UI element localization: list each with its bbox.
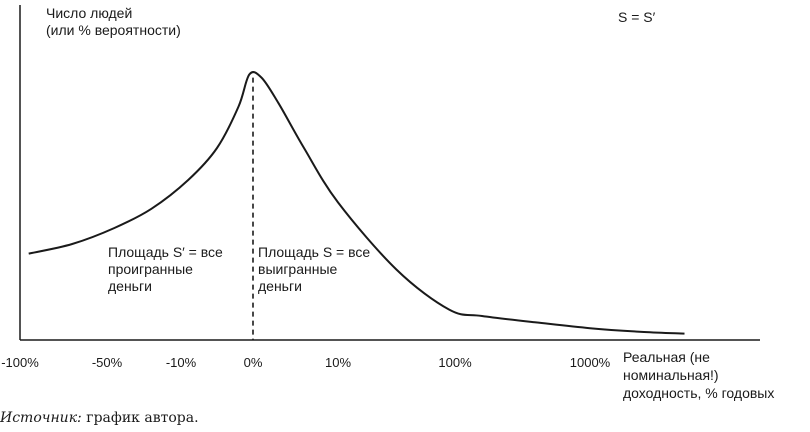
distribution-curve — [28, 71, 685, 335]
right-area-annotation: Площадь S = все выигранные деньги — [258, 244, 370, 295]
x-axis-label-line-3: доходность, % годовых — [623, 385, 775, 401]
left-annotation-line-2: проигранные — [108, 261, 193, 277]
right-annotation-line-3: деньги — [258, 278, 302, 294]
x-tick-label: 1000% — [569, 355, 611, 370]
y-axis-label-line-1: Число людей — [46, 5, 133, 21]
x-tick-label: -10% — [165, 355, 197, 370]
y-axis-label-line-2: (или % вероятности) — [46, 22, 181, 38]
right-annotation-line-2: выигранные — [258, 261, 338, 277]
left-annotation-line-1: Площадь S′ = все — [108, 244, 223, 260]
chart-canvas — [19, 5, 760, 341]
source-text: график автора. — [81, 410, 199, 426]
x-tick-label: -100% — [1, 355, 39, 370]
left-area-annotation: Площадь S′ = все проигранные деньги — [108, 244, 223, 295]
right-annotation-line-1: Площадь S = все — [258, 244, 371, 260]
x-tick-label: 10% — [324, 355, 352, 370]
left-annotation-line-3: деньги — [108, 278, 152, 294]
source-label: Источник: — [0, 410, 82, 426]
x-tick-label: -50% — [91, 355, 123, 370]
x-tick-label: 100% — [438, 355, 472, 370]
x-axis-label-line-2: номинальная!) — [623, 367, 719, 383]
x-axis-label: Реальная (не номинальная!) доходность, %… — [623, 348, 774, 402]
x-tick-label: 0% — [243, 355, 263, 370]
source-caption: Источник: график автора. — [0, 410, 199, 426]
y-axis-label: Число людей (или % вероятности) — [46, 5, 181, 39]
x-axis-label-line-1: Реальная (не — [623, 349, 710, 365]
corner-note: S = S′ — [618, 9, 656, 25]
